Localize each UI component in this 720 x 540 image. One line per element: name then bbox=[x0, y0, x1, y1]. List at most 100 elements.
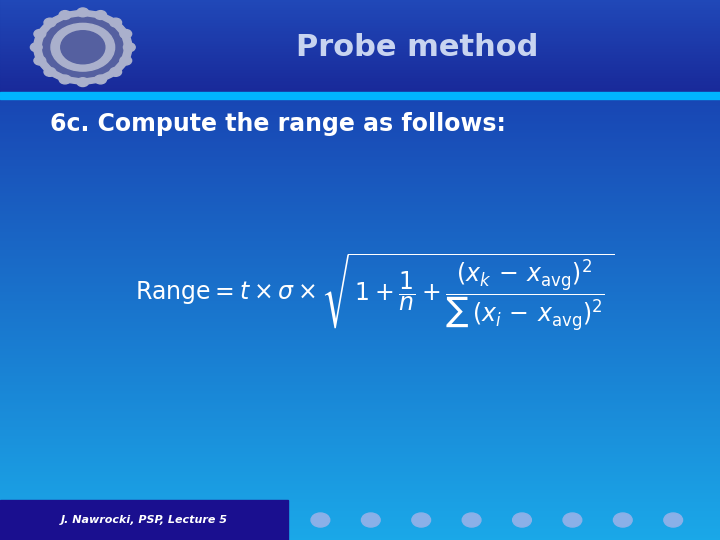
Bar bbox=[0, 19, 720, 20]
Bar bbox=[0, 24, 720, 25]
Bar bbox=[0, 65, 720, 66]
Bar bbox=[0, 385, 720, 387]
Bar bbox=[0, 479, 720, 481]
Bar bbox=[0, 43, 720, 44]
Bar bbox=[0, 373, 720, 374]
Bar bbox=[0, 454, 720, 455]
Bar bbox=[0, 90, 720, 91]
Bar bbox=[0, 266, 720, 268]
Bar bbox=[0, 6, 720, 8]
Bar bbox=[0, 428, 720, 430]
Bar bbox=[0, 528, 720, 529]
Bar bbox=[0, 434, 720, 436]
Bar bbox=[0, 335, 720, 336]
Bar bbox=[0, 412, 720, 414]
Bar bbox=[0, 9, 720, 11]
Bar bbox=[0, 459, 720, 461]
Bar bbox=[0, 79, 720, 80]
Bar bbox=[0, 254, 720, 255]
Bar bbox=[0, 515, 720, 517]
Bar bbox=[0, 200, 720, 201]
Bar bbox=[0, 351, 720, 353]
Bar bbox=[0, 290, 720, 292]
Text: J. Nawrocki, PSP, Lecture 5: J. Nawrocki, PSP, Lecture 5 bbox=[60, 515, 228, 525]
Bar bbox=[0, 234, 720, 236]
Bar bbox=[0, 64, 720, 65]
Bar bbox=[0, 5, 720, 6]
Bar bbox=[0, 7, 720, 9]
Bar bbox=[0, 91, 720, 92]
Circle shape bbox=[51, 23, 114, 71]
Bar bbox=[0, 153, 720, 155]
Bar bbox=[0, 130, 720, 131]
Bar bbox=[0, 21, 720, 22]
Bar bbox=[0, 218, 720, 220]
Bar bbox=[0, 227, 720, 228]
Bar bbox=[0, 146, 720, 147]
Circle shape bbox=[311, 513, 330, 527]
Bar bbox=[0, 221, 720, 223]
Bar bbox=[0, 88, 720, 89]
Bar bbox=[0, 529, 720, 531]
Bar bbox=[0, 344, 720, 346]
Bar bbox=[0, 331, 720, 333]
Bar bbox=[0, 36, 720, 37]
Bar bbox=[0, 35, 720, 36]
Circle shape bbox=[42, 17, 123, 77]
Bar bbox=[0, 216, 720, 218]
Bar bbox=[0, 393, 720, 394]
Bar bbox=[0, 302, 720, 304]
Bar bbox=[0, 524, 720, 525]
Bar bbox=[0, 286, 720, 288]
Bar bbox=[0, 401, 720, 403]
Bar bbox=[0, 93, 720, 96]
Bar bbox=[0, 68, 720, 69]
Circle shape bbox=[30, 43, 42, 52]
Bar bbox=[0, 93, 720, 94]
Bar bbox=[0, 44, 720, 45]
Bar bbox=[0, 103, 720, 104]
Bar bbox=[0, 315, 720, 317]
Bar bbox=[0, 360, 720, 362]
Bar bbox=[0, 390, 720, 393]
Bar bbox=[0, 513, 720, 515]
Bar bbox=[0, 38, 720, 39]
Bar bbox=[0, 173, 720, 174]
Bar bbox=[0, 77, 720, 79]
Bar bbox=[0, 398, 720, 400]
Bar bbox=[0, 324, 720, 326]
Circle shape bbox=[95, 11, 107, 19]
Bar bbox=[0, 282, 720, 285]
Bar bbox=[0, 371, 720, 373]
Bar bbox=[0, 25, 720, 27]
Bar bbox=[0, 178, 720, 180]
Bar bbox=[0, 358, 720, 360]
Bar bbox=[0, 12, 720, 13]
Circle shape bbox=[123, 43, 135, 52]
Bar bbox=[0, 488, 720, 490]
Bar bbox=[0, 158, 720, 160]
Bar bbox=[0, 120, 720, 123]
Bar bbox=[0, 17, 720, 18]
Bar bbox=[0, 243, 720, 245]
Bar bbox=[0, 182, 720, 184]
Bar bbox=[0, 410, 720, 412]
Bar bbox=[0, 511, 720, 513]
Bar bbox=[0, 110, 720, 112]
Bar bbox=[0, 444, 720, 447]
Circle shape bbox=[110, 68, 122, 76]
Bar bbox=[0, 207, 720, 209]
Bar bbox=[0, 28, 720, 29]
Bar bbox=[0, 443, 720, 444]
Bar bbox=[0, 211, 720, 212]
Bar bbox=[0, 326, 720, 328]
Bar bbox=[0, 245, 720, 247]
Bar bbox=[0, 450, 720, 452]
Bar bbox=[0, 427, 720, 428]
Bar bbox=[0, 24, 720, 25]
Bar bbox=[0, 119, 720, 120]
Circle shape bbox=[59, 11, 71, 19]
Bar bbox=[0, 85, 720, 86]
Bar bbox=[0, 241, 720, 243]
Bar bbox=[0, 439, 720, 441]
